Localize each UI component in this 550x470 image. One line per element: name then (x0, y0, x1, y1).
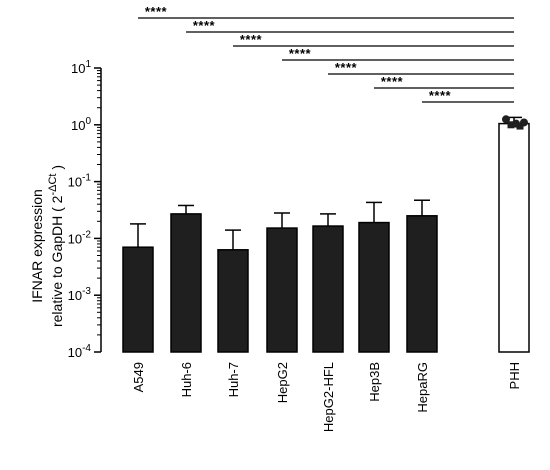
data-point (520, 118, 528, 127)
y-tick-exponent: 0 (85, 116, 91, 127)
y-tick-base: 10 (68, 288, 82, 303)
bars (122, 115, 530, 353)
y-tick-exponent: 1 (85, 59, 91, 70)
y-tick-label: 10-1 (68, 173, 92, 190)
significance-layer: **** **** **** **** **** **** **** (138, 4, 514, 103)
bar-hep3b (358, 221, 390, 353)
y-tick-base: 10 (68, 345, 82, 360)
y-tick-exponent: -1 (82, 173, 91, 184)
category-label: HepG2-HFL (321, 362, 336, 432)
y-tick-base: 10 (68, 231, 82, 246)
y-tick-base: 10 (71, 118, 85, 133)
category-label: Huh-6 (179, 362, 194, 397)
bar-hepg2 (266, 227, 298, 353)
y-tick-base: 10 (71, 61, 85, 76)
y-title-suffix: ) (49, 165, 65, 174)
y-tick-label: 101 (71, 59, 91, 76)
category-label: Huh-7 (226, 362, 241, 397)
y-tick-exponent: -3 (82, 286, 91, 297)
category-label: Hep3B (367, 362, 382, 402)
bar-huh-6 (170, 213, 202, 353)
y-tick-base: 10 (68, 175, 82, 190)
bar-huh-7 (217, 249, 249, 353)
category-label: HepG2 (275, 362, 290, 403)
significance-label: **** (193, 18, 216, 33)
significance-label: **** (335, 60, 358, 75)
bar-phh (498, 122, 530, 353)
y-tick-label: 10-2 (68, 229, 92, 246)
y-tick-label: 10-4 (68, 343, 92, 360)
category-label: HepaRG (415, 362, 430, 413)
y-title-prefix: relative to GapDH ( 2 (49, 195, 65, 327)
bar-heparg (406, 215, 438, 353)
data-point (507, 121, 515, 129)
significance-label: **** (145, 4, 168, 19)
significance-label: **** (429, 88, 452, 103)
bar-hepg2-hfl (312, 225, 344, 353)
y-axis-title-line2: relative to GapDH ( 2-ΔCt ) (47, 165, 65, 327)
y-tick-label: 10-3 (68, 286, 92, 303)
data-point (502, 115, 510, 124)
y-tick-exponent: -2 (82, 229, 91, 240)
significance-label: **** (381, 74, 404, 89)
bar-a549 (122, 246, 154, 353)
category-label: A549 (131, 362, 146, 392)
y-title-superscript: -ΔCt (47, 174, 59, 196)
category-label: PHH (507, 362, 522, 389)
category-labels: A549 Huh-6 Huh-7 HepG2 HepG2-HFL Hep3B HepaRG P… (131, 362, 522, 432)
significance-label: **** (240, 32, 263, 47)
significance-label: **** (289, 46, 312, 61)
y-tick-exponent: -4 (82, 343, 91, 354)
y-tick-label: 100 (71, 116, 91, 133)
data-point (516, 122, 524, 130)
y-axis-title-line1: IFNAR expression (29, 189, 45, 303)
